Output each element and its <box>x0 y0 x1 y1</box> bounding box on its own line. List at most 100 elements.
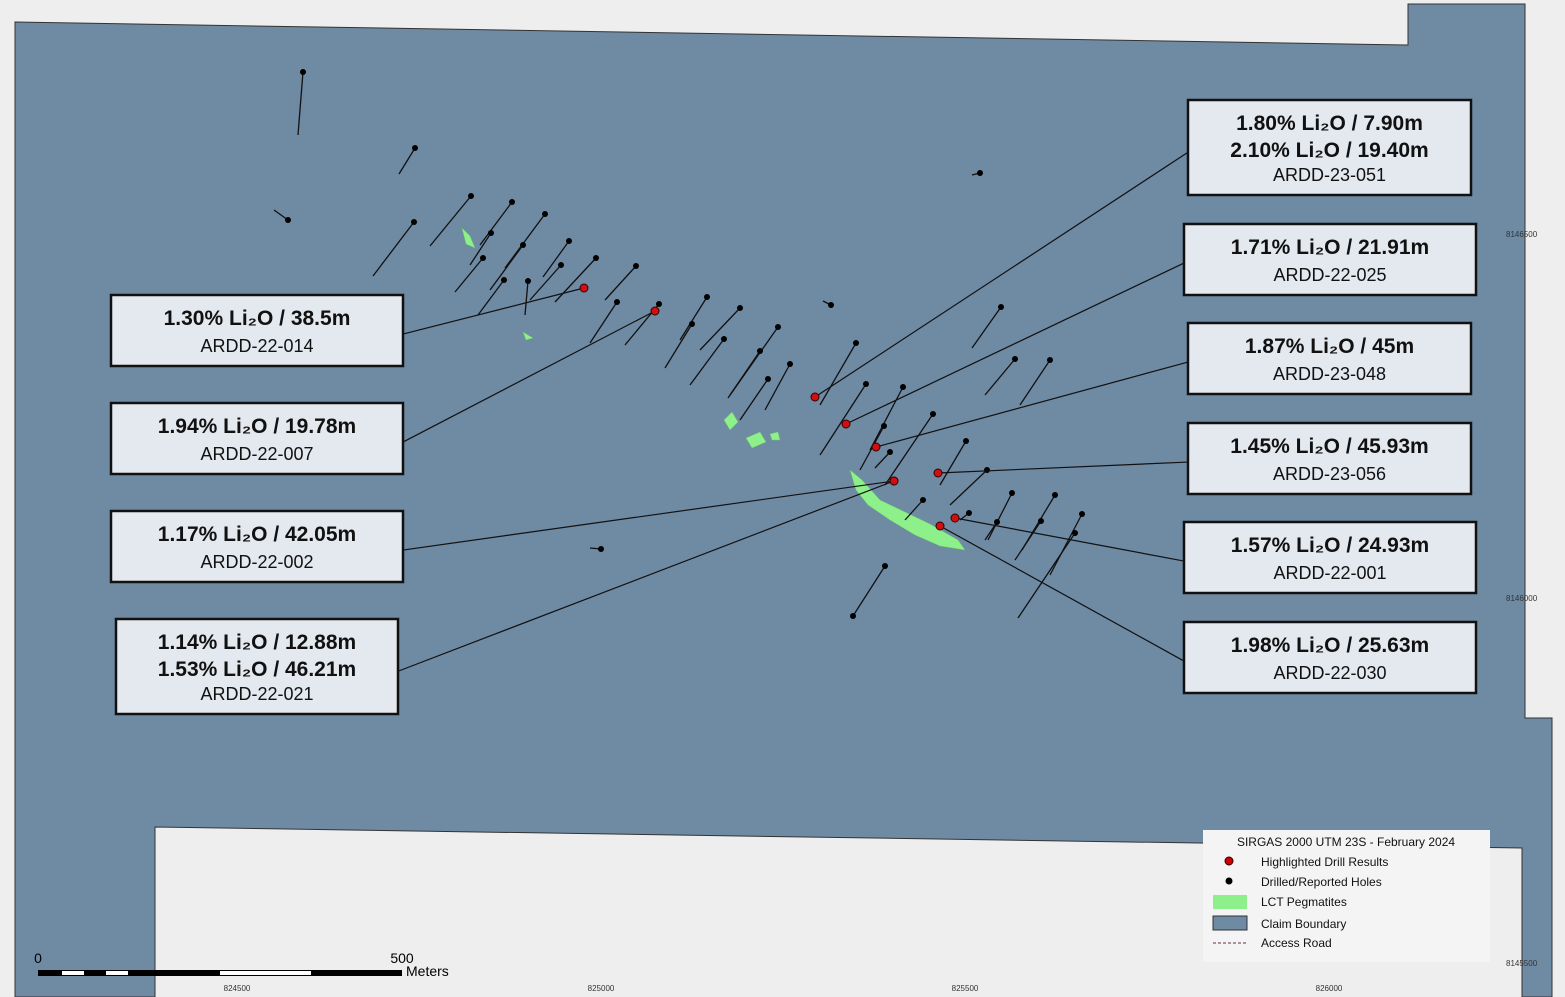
hole-trace <box>949 469 988 506</box>
hole-trace <box>297 71 304 136</box>
hole-collar <box>721 336 727 342</box>
leader-line <box>939 525 1185 662</box>
hole-collar <box>542 211 548 217</box>
hole-collar <box>920 497 926 503</box>
scale-unit: Meters <box>406 963 449 979</box>
legend-item: Highlighted Drill Results <box>1261 855 1388 869</box>
hole-collar <box>882 563 888 569</box>
hole-collar <box>977 170 983 176</box>
hole-id: ARDD-22-021 <box>200 684 313 704</box>
legend: SIRGAS 2000 UTM 23S - February 2024 High… <box>1203 830 1490 962</box>
hole-collar <box>963 438 969 444</box>
hole-trace <box>1017 532 1076 619</box>
hole-collar <box>757 348 763 354</box>
hole-collar <box>984 467 990 473</box>
northing-label: 8146000 <box>1506 594 1538 603</box>
assay-result: 1.45% Li₂O / 45.93m <box>1230 435 1428 458</box>
hole-collar <box>994 519 1000 525</box>
hole-collar <box>509 199 515 205</box>
highlighted-hole <box>935 521 945 531</box>
hole-collar <box>900 384 906 390</box>
hole-collar <box>566 238 572 244</box>
assay-result: 1.98% Li₂O / 25.63m <box>1231 634 1429 657</box>
hole-collar <box>1052 492 1058 498</box>
highlighted-hole <box>579 283 589 293</box>
hole-id: ARDD-22-007 <box>200 444 313 464</box>
hole-trace <box>1014 520 1042 561</box>
hole-collar <box>1038 518 1044 524</box>
assay-result: 1.71% Li₂O / 21.91m <box>1231 236 1429 259</box>
hole-collar <box>881 423 887 429</box>
legend-item: LCT Pegmatites <box>1261 895 1347 909</box>
hole-collar <box>1079 511 1085 517</box>
highlighted-hole <box>871 442 881 452</box>
hole-trace <box>819 342 857 406</box>
hole-collar <box>853 340 859 346</box>
hole-trace <box>874 451 891 469</box>
drill-holes <box>273 69 1085 619</box>
hole-collar <box>998 304 1004 310</box>
pegmatite <box>461 227 476 249</box>
hole-trace <box>524 280 529 316</box>
callout-box <box>114 617 400 716</box>
hole-id: ARDD-22-025 <box>1273 265 1386 285</box>
hole-trace <box>429 195 472 247</box>
hole-trace <box>884 413 934 486</box>
leader-line <box>402 480 895 551</box>
hole-trace <box>398 147 416 175</box>
hole-collar <box>1012 356 1018 362</box>
hole-collar <box>411 219 417 225</box>
claim-boundary <box>14 3 1553 997</box>
hole-trace <box>477 279 505 316</box>
callout-box <box>1186 321 1473 396</box>
hole-trace <box>739 378 769 421</box>
assay-result: 1.94% Li₂O / 19.78m <box>158 415 356 438</box>
leader-line <box>875 361 1189 448</box>
callout-box <box>1182 520 1478 595</box>
easting-label: 826000 <box>1316 984 1343 993</box>
hole-trace <box>939 440 967 486</box>
pegmatite <box>849 469 966 551</box>
hole-collar <box>614 299 620 305</box>
hole-collar <box>704 294 710 300</box>
hole-trace <box>869 386 904 451</box>
highlighted-hole <box>650 306 660 316</box>
scale-label: 500 <box>390 950 414 966</box>
hole-id: ARDD-23-048 <box>1273 364 1386 384</box>
hole-trace <box>904 499 924 521</box>
assay-result: 1.14% Li₂O / 12.88m <box>158 631 356 654</box>
easting-label: 825500 <box>952 984 979 993</box>
scale-label: 0 <box>34 950 42 966</box>
hole-trace <box>852 565 886 617</box>
hole-collar <box>828 302 834 308</box>
callout-box <box>1186 421 1473 496</box>
legend-item: Claim Boundary <box>1261 917 1346 931</box>
hole-trace <box>479 201 513 246</box>
legend-item: Access Road <box>1261 936 1332 950</box>
assay-result: 1.87% Li₂O / 45m <box>1245 335 1414 358</box>
callouts: 1.80% Li₂O / 7.90m 2.10% Li₂O / 19.40m ARD… <box>109 98 1478 716</box>
hole-id: ARDD-22-014 <box>200 336 313 356</box>
highlighted-hole <box>810 392 820 402</box>
scale-segment <box>220 971 311 975</box>
hole-collar <box>558 262 564 268</box>
hole-collar <box>300 69 306 75</box>
hole-id: ARDD-22-002 <box>200 552 313 572</box>
hole-id: ARDD-23-051 <box>1273 165 1386 185</box>
scale-bar: 0 500 Meters <box>34 950 449 979</box>
hole-collar <box>480 255 486 261</box>
hole-trace <box>604 265 637 301</box>
hole-collar <box>520 242 526 248</box>
pegmatite <box>769 431 781 441</box>
legend-symbol <box>1224 856 1234 866</box>
pegmatite <box>723 411 739 431</box>
leader-line <box>397 480 895 672</box>
highlighted-hole <box>933 468 943 478</box>
callout-box <box>1182 620 1478 695</box>
hole-trace <box>554 257 597 303</box>
assay-result: 1.17% Li₂O / 42.05m <box>158 523 356 546</box>
callout-box <box>109 401 405 476</box>
hole-trace <box>987 492 1013 541</box>
hole-trace <box>729 350 761 396</box>
